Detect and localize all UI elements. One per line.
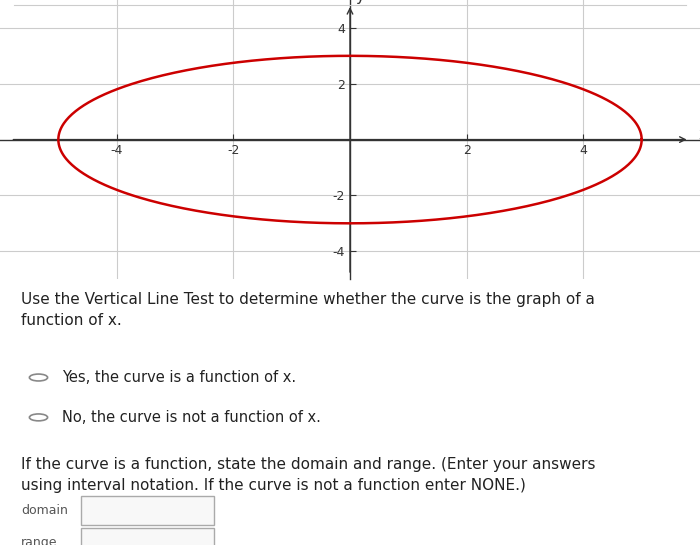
Text: range: range	[21, 536, 57, 545]
FancyBboxPatch shape	[80, 528, 214, 545]
Text: domain: domain	[21, 504, 68, 517]
Text: Use the Vertical Line Test to determine whether the curve is the graph of a
func: Use the Vertical Line Test to determine …	[21, 293, 595, 329]
FancyBboxPatch shape	[80, 496, 214, 525]
Text: y: y	[356, 0, 365, 4]
Text: x: x	[699, 127, 700, 142]
Text: Yes, the curve is a function of x.: Yes, the curve is a function of x.	[62, 370, 295, 385]
Text: No, the curve is not a function of x.: No, the curve is not a function of x.	[62, 410, 321, 425]
Text: If the curve is a function, state the domain and range. (Enter your answers
usin: If the curve is a function, state the do…	[21, 457, 596, 493]
